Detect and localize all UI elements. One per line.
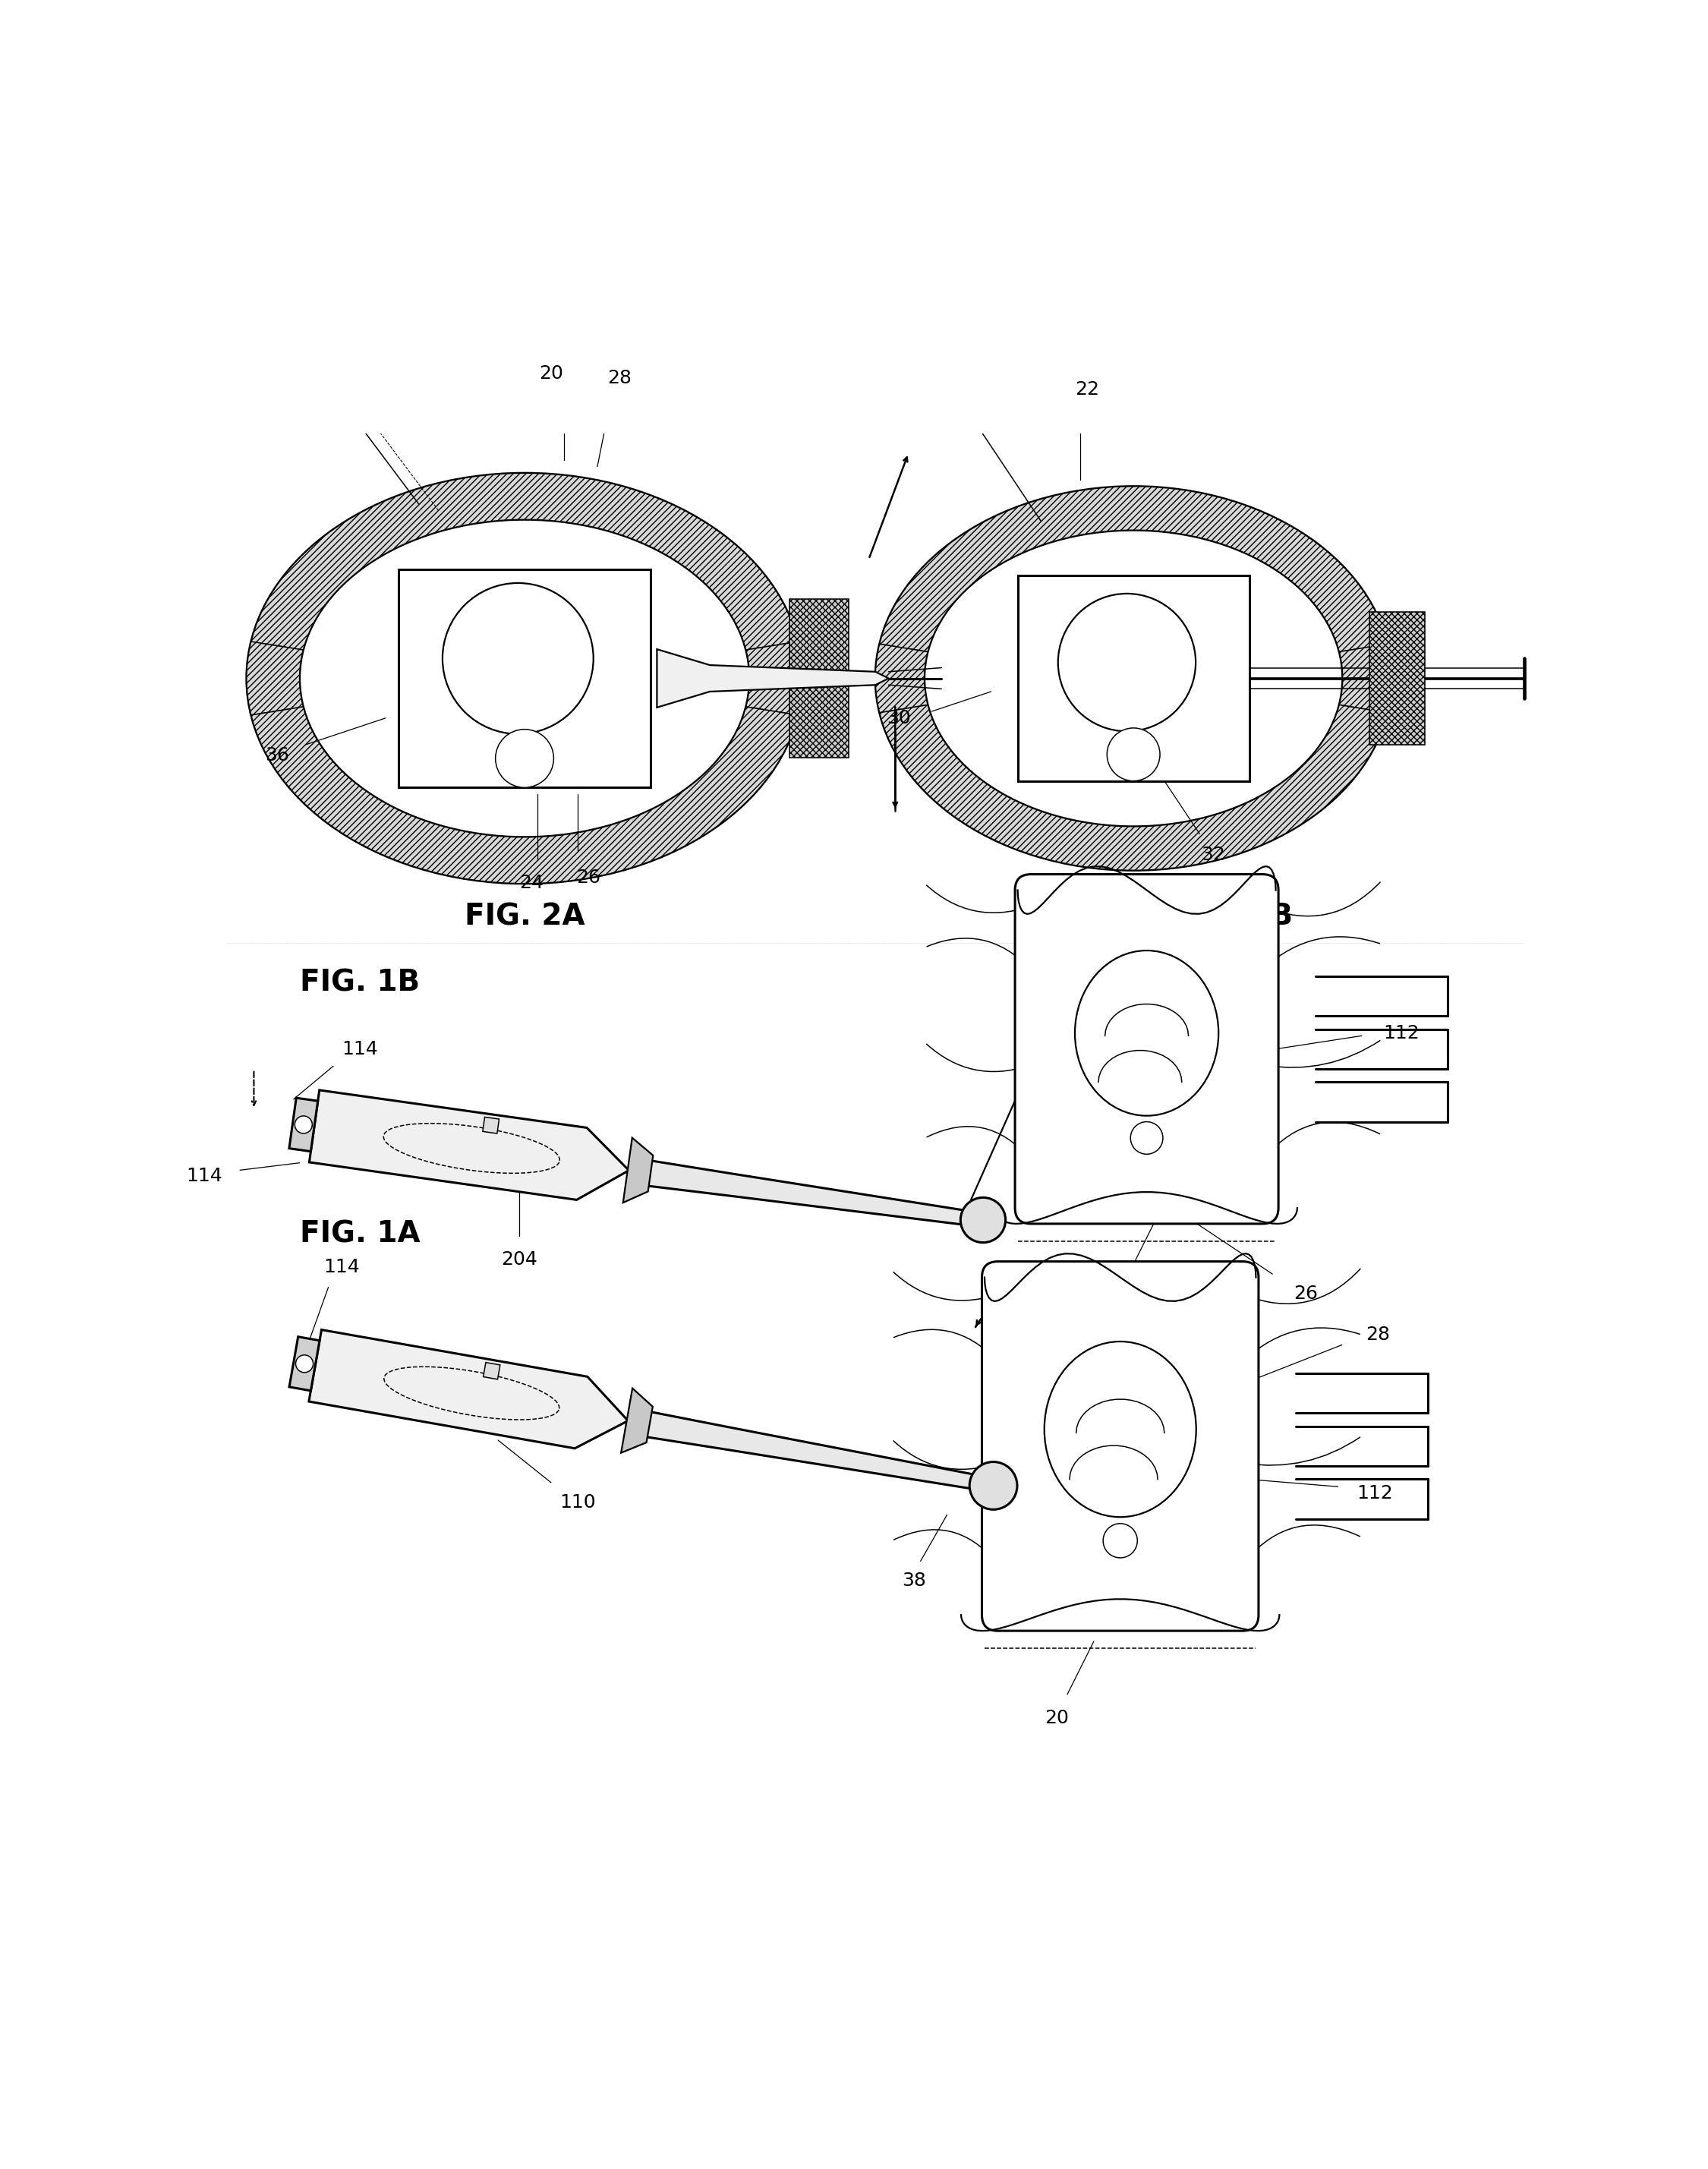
- Text: 22: 22: [1074, 380, 1100, 399]
- Circle shape: [495, 729, 553, 787]
- Polygon shape: [623, 1139, 652, 1202]
- Circle shape: [1057, 594, 1196, 731]
- Polygon shape: [627, 1158, 965, 1225]
- Text: 26: 26: [1293, 1284, 1317, 1304]
- Polygon shape: [1339, 644, 1392, 714]
- Polygon shape: [246, 642, 304, 716]
- Text: 28: 28: [1366, 1325, 1390, 1345]
- Text: FIG. 1A: FIG. 1A: [299, 1219, 420, 1249]
- Bar: [789, 599, 849, 757]
- Polygon shape: [483, 1362, 500, 1379]
- Text: 28: 28: [608, 369, 632, 386]
- Polygon shape: [622, 1388, 652, 1453]
- Circle shape: [295, 1356, 313, 1373]
- Circle shape: [970, 1462, 1018, 1510]
- Polygon shape: [309, 1330, 629, 1449]
- Text: 204: 204: [500, 1249, 538, 1269]
- Polygon shape: [251, 707, 798, 883]
- Polygon shape: [483, 1117, 499, 1134]
- Text: 20: 20: [1045, 1709, 1069, 1727]
- Circle shape: [1103, 1523, 1138, 1557]
- FancyBboxPatch shape: [1015, 874, 1278, 1223]
- Text: 130: 130: [1021, 1373, 1057, 1392]
- Text: 24: 24: [519, 874, 543, 891]
- Bar: [1018, 575, 1249, 781]
- Polygon shape: [289, 1098, 318, 1152]
- Ellipse shape: [1074, 950, 1218, 1115]
- Polygon shape: [625, 1408, 975, 1488]
- Polygon shape: [876, 644, 927, 714]
- Text: 114: 114: [342, 1039, 377, 1058]
- Polygon shape: [658, 649, 888, 707]
- Circle shape: [295, 1115, 313, 1134]
- Text: 114: 114: [323, 1258, 360, 1278]
- Text: FIG. 1B: FIG. 1B: [299, 967, 420, 998]
- Polygon shape: [746, 642, 803, 716]
- Text: 30: 30: [886, 709, 910, 727]
- Bar: [1370, 612, 1424, 744]
- Text: 26: 26: [576, 868, 600, 887]
- Circle shape: [1131, 1121, 1163, 1154]
- Text: 36: 36: [265, 746, 289, 763]
- Circle shape: [960, 1197, 1006, 1243]
- Text: 120: 120: [1175, 1186, 1211, 1204]
- Text: FIG. 2B: FIG. 2B: [1173, 902, 1293, 931]
- Text: 112: 112: [1383, 1024, 1419, 1043]
- Bar: [400, 568, 651, 787]
- Text: 38: 38: [902, 1573, 926, 1590]
- Ellipse shape: [1044, 1340, 1196, 1516]
- Text: 112: 112: [1356, 1484, 1394, 1503]
- Circle shape: [442, 583, 593, 733]
- Text: FIG. 2A: FIG. 2A: [465, 902, 584, 931]
- Polygon shape: [251, 473, 798, 651]
- Text: 114: 114: [186, 1167, 222, 1184]
- Text: 110: 110: [560, 1492, 596, 1512]
- Text: 20: 20: [540, 364, 564, 384]
- Text: 32: 32: [1201, 846, 1225, 863]
- Polygon shape: [880, 486, 1387, 653]
- Polygon shape: [309, 1091, 629, 1199]
- Polygon shape: [880, 705, 1387, 870]
- Circle shape: [1107, 729, 1160, 781]
- Polygon shape: [289, 1336, 319, 1390]
- FancyBboxPatch shape: [982, 1262, 1259, 1631]
